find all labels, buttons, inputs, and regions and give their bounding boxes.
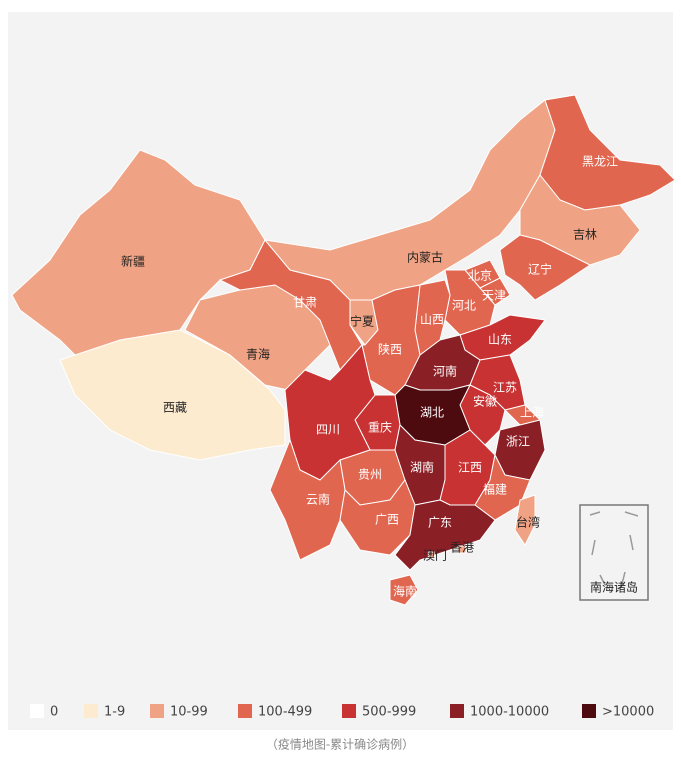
province (514, 494, 536, 546)
province-label: 海南 (393, 584, 417, 599)
legend-swatch (84, 704, 98, 718)
province (474, 453, 531, 521)
legend-swatch (582, 704, 596, 718)
province-label: 甘肃 (293, 296, 317, 310)
province-label: 澳门 (423, 548, 447, 563)
legend-swatch (450, 704, 464, 718)
province-label: 湖南 (410, 460, 434, 475)
legend-label: 1-9 (104, 705, 125, 720)
province-label: 广西 (375, 513, 399, 527)
legend-label: 0 (50, 705, 58, 720)
province-label: 江苏 (493, 381, 517, 395)
legend-label: 1000-10000 (470, 705, 549, 720)
province-label: 北京 (468, 269, 492, 283)
province-label: 黑龙江 (582, 155, 618, 169)
province-label: 河南 (433, 364, 457, 379)
legend-label: 500-999 (362, 705, 416, 720)
province-label: 台湾 (516, 515, 540, 530)
caption: （疫情地图-累计确诊病例） (266, 737, 414, 752)
legend-swatch (30, 704, 44, 718)
province-label: 天津 (482, 289, 506, 303)
province (427, 551, 435, 559)
inset-label: 南海诸岛 (590, 580, 638, 595)
province-label: 山东 (488, 333, 512, 347)
legend-swatch (150, 704, 164, 718)
province-label: 香港 (450, 541, 474, 555)
province-label: 陕西 (378, 342, 402, 357)
legend-swatch (342, 704, 356, 718)
province-label: 宁夏 (350, 314, 374, 329)
province-label: 广东 (428, 516, 452, 530)
province-label: 云南 (306, 492, 330, 507)
legend-swatch (238, 704, 252, 718)
province (457, 545, 467, 554)
inset: 南海诸岛 (579, 504, 649, 601)
province (394, 499, 496, 571)
province-label: 上海 (520, 405, 544, 420)
province-label: 四川 (316, 423, 340, 437)
province (519, 174, 641, 266)
province-label: 湖北 (420, 405, 444, 420)
province-label: 福建 (483, 482, 507, 497)
province-label: 内蒙古 (407, 250, 443, 265)
province-label: 江西 (458, 461, 482, 475)
province-label: 辽宁 (528, 262, 552, 277)
province-label: 山西 (420, 313, 444, 327)
province-label: 河北 (452, 299, 476, 313)
province-label: 新疆 (121, 254, 145, 269)
province-label: 贵州 (358, 468, 382, 482)
province-label: 重庆 (368, 421, 392, 435)
province (499, 234, 591, 301)
province-label: 青海 (246, 347, 270, 362)
province (59, 329, 286, 461)
province (389, 574, 419, 606)
legend-label: 10-99 (170, 705, 208, 720)
legend-label: >10000 (602, 705, 654, 720)
province-label: 吉林 (573, 228, 597, 242)
province-label: 浙江 (506, 435, 530, 449)
province-label: 安徽 (473, 394, 497, 409)
legend-label: 100-499 (258, 705, 312, 720)
province-label: 西藏 (163, 401, 187, 415)
